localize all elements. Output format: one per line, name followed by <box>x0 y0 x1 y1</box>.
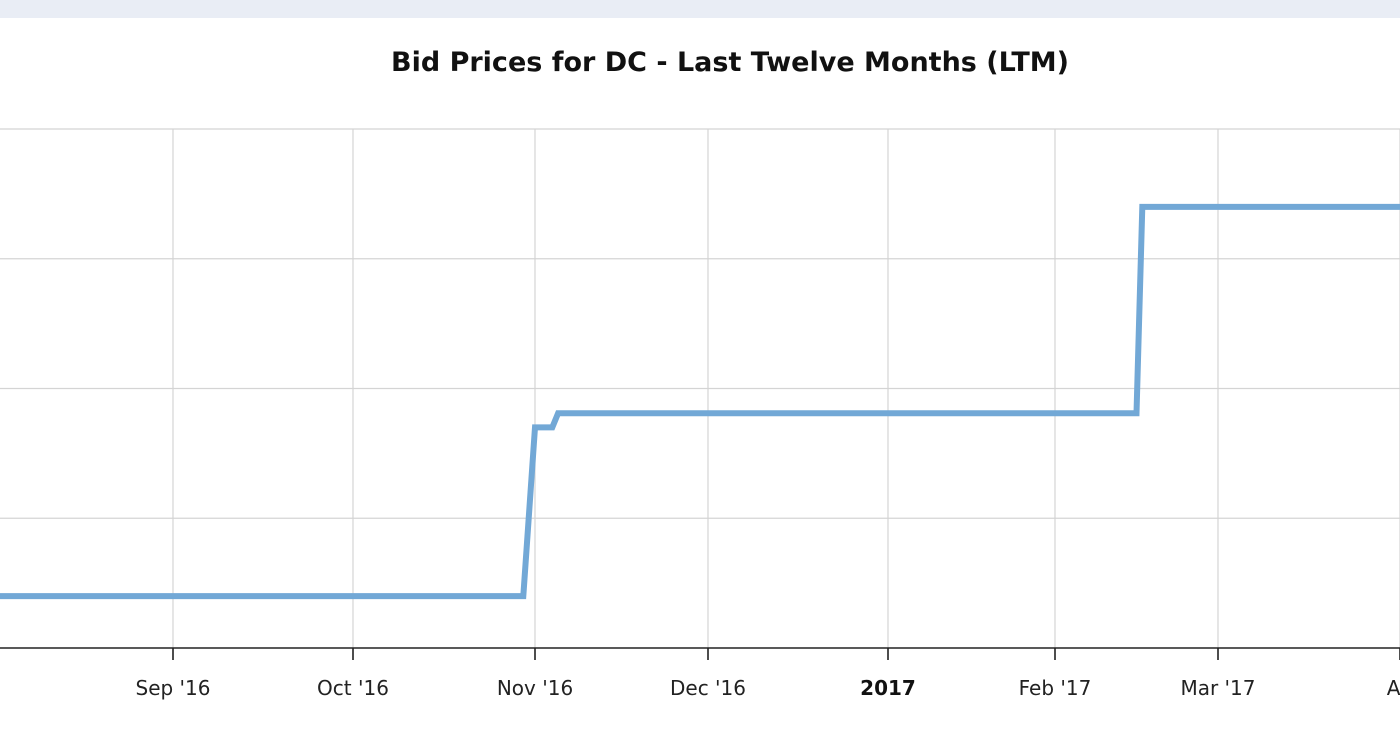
x-tick-label: Nov '16 <box>497 676 573 700</box>
series-layer <box>0 203 1400 600</box>
chart-title: Bid Prices for DC - Last Twelve Months (… <box>391 47 1069 78</box>
x-tick-label: Mar '17 <box>1180 676 1255 700</box>
x-tick-label: Ap <box>1387 676 1400 700</box>
x-tick-label: Feb '17 <box>1019 676 1092 700</box>
series-line <box>0 203 1400 600</box>
vertical-grid <box>172 129 1400 648</box>
x-tick-label: 2017 <box>860 676 916 700</box>
x-tick-label: Dec '16 <box>670 676 746 700</box>
top-header-band <box>0 0 1400 18</box>
horizontal-grid <box>0 128 1400 519</box>
x-tick-label: Oct '16 <box>317 676 389 700</box>
x-tick-label: Sep '16 <box>136 676 211 700</box>
